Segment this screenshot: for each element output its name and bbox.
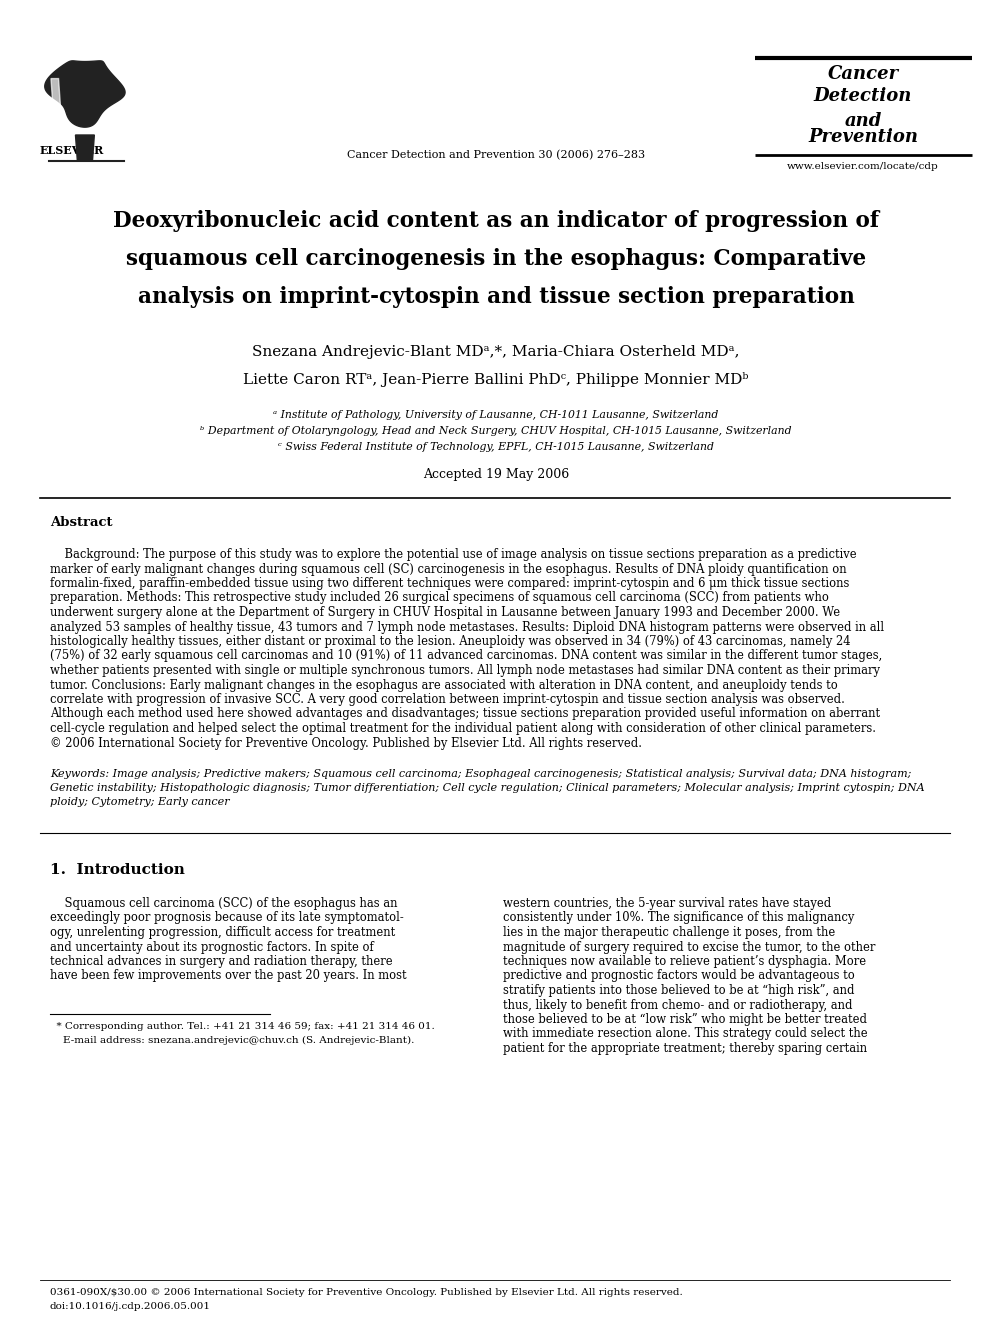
Text: formalin-fixed, paraffin-embedded tissue using two different techniques were com: formalin-fixed, paraffin-embedded tissue… [50,577,849,590]
Text: (75%) of 32 early squamous cell carcinomas and 10 (91%) of 11 advanced carcinoma: (75%) of 32 early squamous cell carcinom… [50,650,882,663]
Text: squamous cell carcinogenesis in the esophagus: Comparative: squamous cell carcinogenesis in the esop… [126,247,866,270]
Text: analyzed 53 samples of healthy tissue, 43 tumors and 7 lymph node metastases. Re: analyzed 53 samples of healthy tissue, 4… [50,620,884,634]
Text: techniques now available to relieve patient’s dysphagia. More: techniques now available to relieve pati… [503,955,866,968]
Text: Although each method used here showed advantages and disadvantages; tissue secti: Although each method used here showed ad… [50,708,880,721]
Text: marker of early malignant changes during squamous cell (SC) carcinogenesis in th: marker of early malignant changes during… [50,562,846,576]
Text: ᶜ Swiss Federal Institute of Technology, EPFL, CH-1015 Lausanne, Switzerland: ᶜ Swiss Federal Institute of Technology,… [278,442,714,452]
Text: Keywords: Image analysis; Predictive makers; Squamous cell carcinoma; Esophageal: Keywords: Image analysis; Predictive mak… [50,769,912,779]
Text: Cancer Detection and Prevention 30 (2006) 276–283: Cancer Detection and Prevention 30 (2006… [347,149,645,160]
Text: patient for the appropriate treatment; thereby sparing certain: patient for the appropriate treatment; t… [503,1043,867,1054]
Text: * Corresponding author. Tel.: +41 21 314 46 59; fax: +41 21 314 46 01.: * Corresponding author. Tel.: +41 21 314… [50,1021,434,1031]
Text: Accepted 19 May 2006: Accepted 19 May 2006 [423,468,569,482]
Text: preparation. Methods: This retrospective study included 26 surgical specimens of: preparation. Methods: This retrospective… [50,591,829,605]
Text: Prevention: Prevention [808,128,918,146]
Text: tumor. Conclusions: Early malignant changes in the esophagus are associated with: tumor. Conclusions: Early malignant chan… [50,679,838,692]
Text: 1.  Introduction: 1. Introduction [50,863,185,877]
Text: those believed to be at “low risk” who might be better treated: those believed to be at “low risk” who m… [503,1013,867,1027]
Text: www.elsevier.com/locate/cdp: www.elsevier.com/locate/cdp [787,161,938,171]
Text: with immediate resection alone. This strategy could select the: with immediate resection alone. This str… [503,1028,868,1040]
Text: technical advances in surgery and radiation therapy, there: technical advances in surgery and radiat… [50,955,393,968]
Text: lies in the major therapeutic challenge it poses, from the: lies in the major therapeutic challenge … [503,926,835,939]
Text: Detection: Detection [813,87,913,105]
Text: have been few improvements over the past 20 years. In most: have been few improvements over the past… [50,970,407,983]
Text: thus, likely to benefit from chemo- and or radiotherapy, and: thus, likely to benefit from chemo- and … [503,999,852,1012]
Text: and: and [844,112,882,130]
Text: Cancer: Cancer [827,65,899,83]
Text: Squamous cell carcinoma (SCC) of the esophagus has an: Squamous cell carcinoma (SCC) of the eso… [50,897,398,910]
Text: correlate with progression of invasive SCC. A very good correlation between impr: correlate with progression of invasive S… [50,693,845,706]
Text: ogy, unrelenting progression, difficult access for treatment: ogy, unrelenting progression, difficult … [50,926,395,939]
Text: ᵃ Institute of Pathology, University of Lausanne, CH-1011 Lausanne, Switzerland: ᵃ Institute of Pathology, University of … [274,410,718,419]
Text: magnitude of surgery required to excise the tumor, to the other: magnitude of surgery required to excise … [503,941,875,954]
Text: stratify patients into those believed to be at “high risk”, and: stratify patients into those believed to… [503,984,854,998]
Text: 0361-090X/$30.00 © 2006 International Society for Preventive Oncology. Published: 0361-090X/$30.00 © 2006 International So… [50,1289,682,1297]
Text: histologically healthy tissues, either distant or proximal to the lesion. Aneupl: histologically healthy tissues, either d… [50,635,850,648]
Text: consistently under 10%. The significance of this malignancy: consistently under 10%. The significance… [503,912,854,925]
Polygon shape [75,135,94,161]
Polygon shape [51,78,61,106]
Text: Liette Caron RTᵃ, Jean-Pierre Ballini PhDᶜ, Philippe Monnier MDᵇ: Liette Caron RTᵃ, Jean-Pierre Ballini Ph… [243,372,749,388]
Text: © 2006 International Society for Preventive Oncology. Published by Elsevier Ltd.: © 2006 International Society for Prevent… [50,737,642,750]
Text: E-mail address: snezana.andrejevic@chuv.ch (S. Andrejevic-Blant).: E-mail address: snezana.andrejevic@chuv.… [50,1036,415,1045]
Text: whether patients presented with single or multiple synchronous tumors. All lymph: whether patients presented with single o… [50,664,880,677]
Text: Genetic instability; Histopathologic diagnosis; Tumor differentiation; Cell cycl: Genetic instability; Histopathologic dia… [50,783,925,792]
Text: ELSEVIER: ELSEVIER [40,146,104,156]
Text: ploidy; Cytometry; Early cancer: ploidy; Cytometry; Early cancer [50,796,229,807]
Text: Background: The purpose of this study was to explore the potential use of image : Background: The purpose of this study wa… [50,548,857,561]
Text: cell-cycle regulation and helped select the optimal treatment for the individual: cell-cycle regulation and helped select … [50,722,876,736]
Text: doi:10.1016/j.cdp.2006.05.001: doi:10.1016/j.cdp.2006.05.001 [50,1302,211,1311]
Text: western countries, the 5-year survival rates have stayed: western countries, the 5-year survival r… [503,897,831,910]
Polygon shape [45,61,125,127]
Text: Abstract: Abstract [50,516,112,529]
Text: underwent surgery alone at the Department of Surgery in CHUV Hospital in Lausann: underwent surgery alone at the Departmen… [50,606,840,619]
Text: Deoxyribonucleic acid content as an indicator of progression of: Deoxyribonucleic acid content as an indi… [113,210,879,232]
Text: ᵇ Department of Otolaryngology, Head and Neck Surgery, CHUV Hospital, CH-1015 La: ᵇ Department of Otolaryngology, Head and… [200,426,792,437]
Text: analysis on imprint-cytospin and tissue section preparation: analysis on imprint-cytospin and tissue … [138,286,854,308]
Text: and uncertainty about its prognostic factors. In spite of: and uncertainty about its prognostic fac… [50,941,374,954]
Text: predictive and prognostic factors would be advantageous to: predictive and prognostic factors would … [503,970,855,983]
Text: exceedingly poor prognosis because of its late symptomatol-: exceedingly poor prognosis because of it… [50,912,404,925]
Text: Snezana Andrejevic-Blant MDᵃ,*, Maria-Chiara Osterheld MDᵃ,: Snezana Andrejevic-Blant MDᵃ,*, Maria-Ch… [252,345,740,359]
